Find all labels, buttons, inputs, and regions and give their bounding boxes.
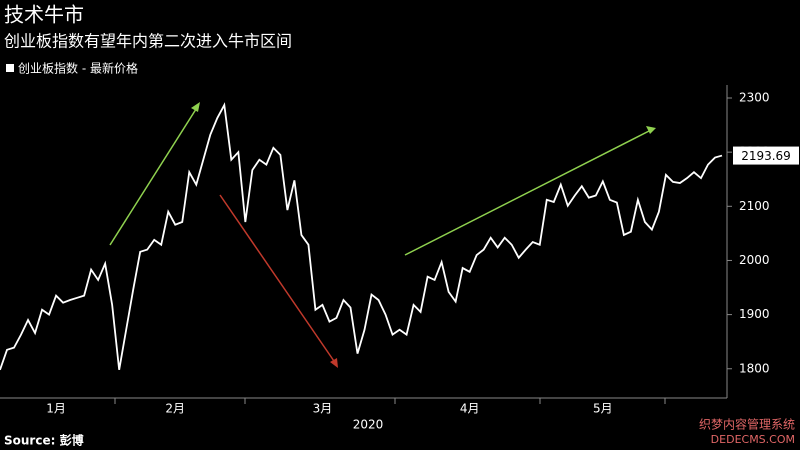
watermark: DEDECMS.COM <box>711 433 795 446</box>
y-tick-label: 1800 <box>739 361 770 375</box>
y-tick-label: 2300 <box>739 90 770 104</box>
y-tick-label: 2000 <box>739 253 770 267</box>
watermark: 织梦内容管理系统 <box>699 417 795 432</box>
x-tick-label: 1月 <box>46 402 66 416</box>
x-tick-label: 4月 <box>460 402 480 416</box>
chart-subtitle: 创业板指数有望年内第二次进入牛市区间 <box>4 32 292 51</box>
y-tick-label: 2100 <box>739 199 770 213</box>
x-tick-label: 3月 <box>313 402 333 416</box>
x-axis-label: 2020 <box>353 418 384 432</box>
chart-title: 技术牛市 <box>4 3 84 27</box>
month-ticks <box>114 398 666 404</box>
legend-label: 创业板指数 - 最新价格 <box>18 61 138 76</box>
x-tick-label: 2月 <box>165 402 185 416</box>
last-value-label: 2193.69 <box>741 149 791 163</box>
source: Source: 彭博 <box>4 433 84 448</box>
y-tick-label: 1900 <box>739 307 770 321</box>
annotation-arrows <box>109 102 656 368</box>
legend-swatch <box>6 64 14 72</box>
last-value-box <box>733 146 799 165</box>
line-series <box>0 102 723 371</box>
x-tick-label: 5月 <box>593 402 613 416</box>
